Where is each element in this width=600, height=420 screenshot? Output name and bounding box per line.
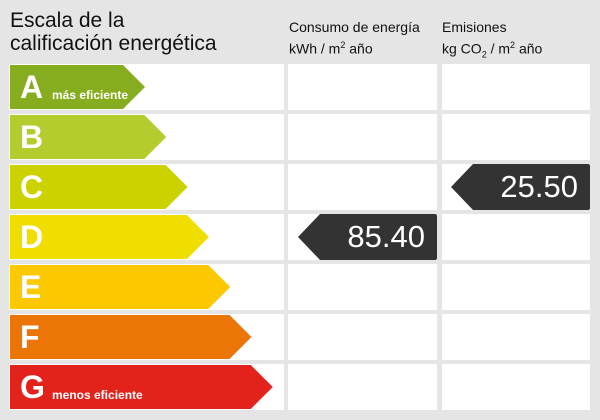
rating-row-a: A más eficiente (0, 64, 600, 110)
rating-row-c: C 25.50 (0, 164, 600, 210)
rating-arrow-a: A más eficiente (10, 65, 145, 109)
consumption-value: 85.40 (347, 219, 425, 254)
consumption-cell (288, 364, 437, 410)
emissions-marker: 25.50 (451, 164, 590, 210)
rating-arrow-f: F (10, 315, 252, 359)
consumption-unit: kWh / m2 año (289, 40, 373, 57)
emissions-cell (442, 214, 590, 260)
consumption-title: Consumo de energía (289, 19, 420, 35)
rating-arrow-e: E (10, 265, 231, 309)
emissions-cell (442, 64, 590, 110)
emissions-header: Emisiones kg CO2 / m2 año (442, 18, 542, 63)
rating-row-f: F (0, 314, 600, 360)
rating-arrow-d: D (10, 215, 209, 259)
consumption-header: Consumo de energía kWh / m2 año (289, 18, 420, 58)
emissions-value: 25.50 (500, 169, 578, 204)
rating-letter: A (20, 69, 44, 105)
rating-label: menos eficiente (52, 388, 143, 402)
emissions-cell (442, 264, 590, 310)
rating-arrow-c: C (10, 165, 188, 209)
consumption-cell (288, 314, 437, 360)
rating-label: más eficiente (52, 88, 129, 102)
emissions-unit: kg CO2 / m2 año (442, 40, 543, 60)
rating-row-e: E (0, 264, 600, 310)
rating-letter: B (20, 119, 44, 155)
rating-row-d: D 85.40 (0, 214, 600, 260)
consumption-cell (288, 164, 437, 210)
rating-arrow-b: B (10, 115, 167, 159)
rating-letter: C (20, 169, 44, 205)
rating-row-g: G menos eficiente (0, 364, 600, 410)
title-line-2: calificación energética (10, 32, 217, 55)
consumption-cell (288, 114, 437, 160)
page-title: Escala de la calificación energética (10, 9, 217, 55)
consumption-cell (288, 264, 437, 310)
emissions-title: Emisiones (442, 19, 507, 35)
rating-letter: F (20, 319, 40, 355)
rating-letter: G (20, 369, 45, 405)
rating-arrow-g: G menos eficiente (10, 365, 273, 409)
consumption-cell (288, 64, 437, 110)
rating-letter: E (20, 269, 42, 305)
emissions-cell (442, 114, 590, 160)
title-line-1: Escala de la (10, 9, 125, 32)
rating-letter: D (20, 219, 44, 255)
consumption-marker: 85.40 (298, 214, 437, 260)
emissions-cell (442, 314, 590, 360)
rating-row-b: B (0, 114, 600, 160)
emissions-cell (442, 364, 590, 410)
